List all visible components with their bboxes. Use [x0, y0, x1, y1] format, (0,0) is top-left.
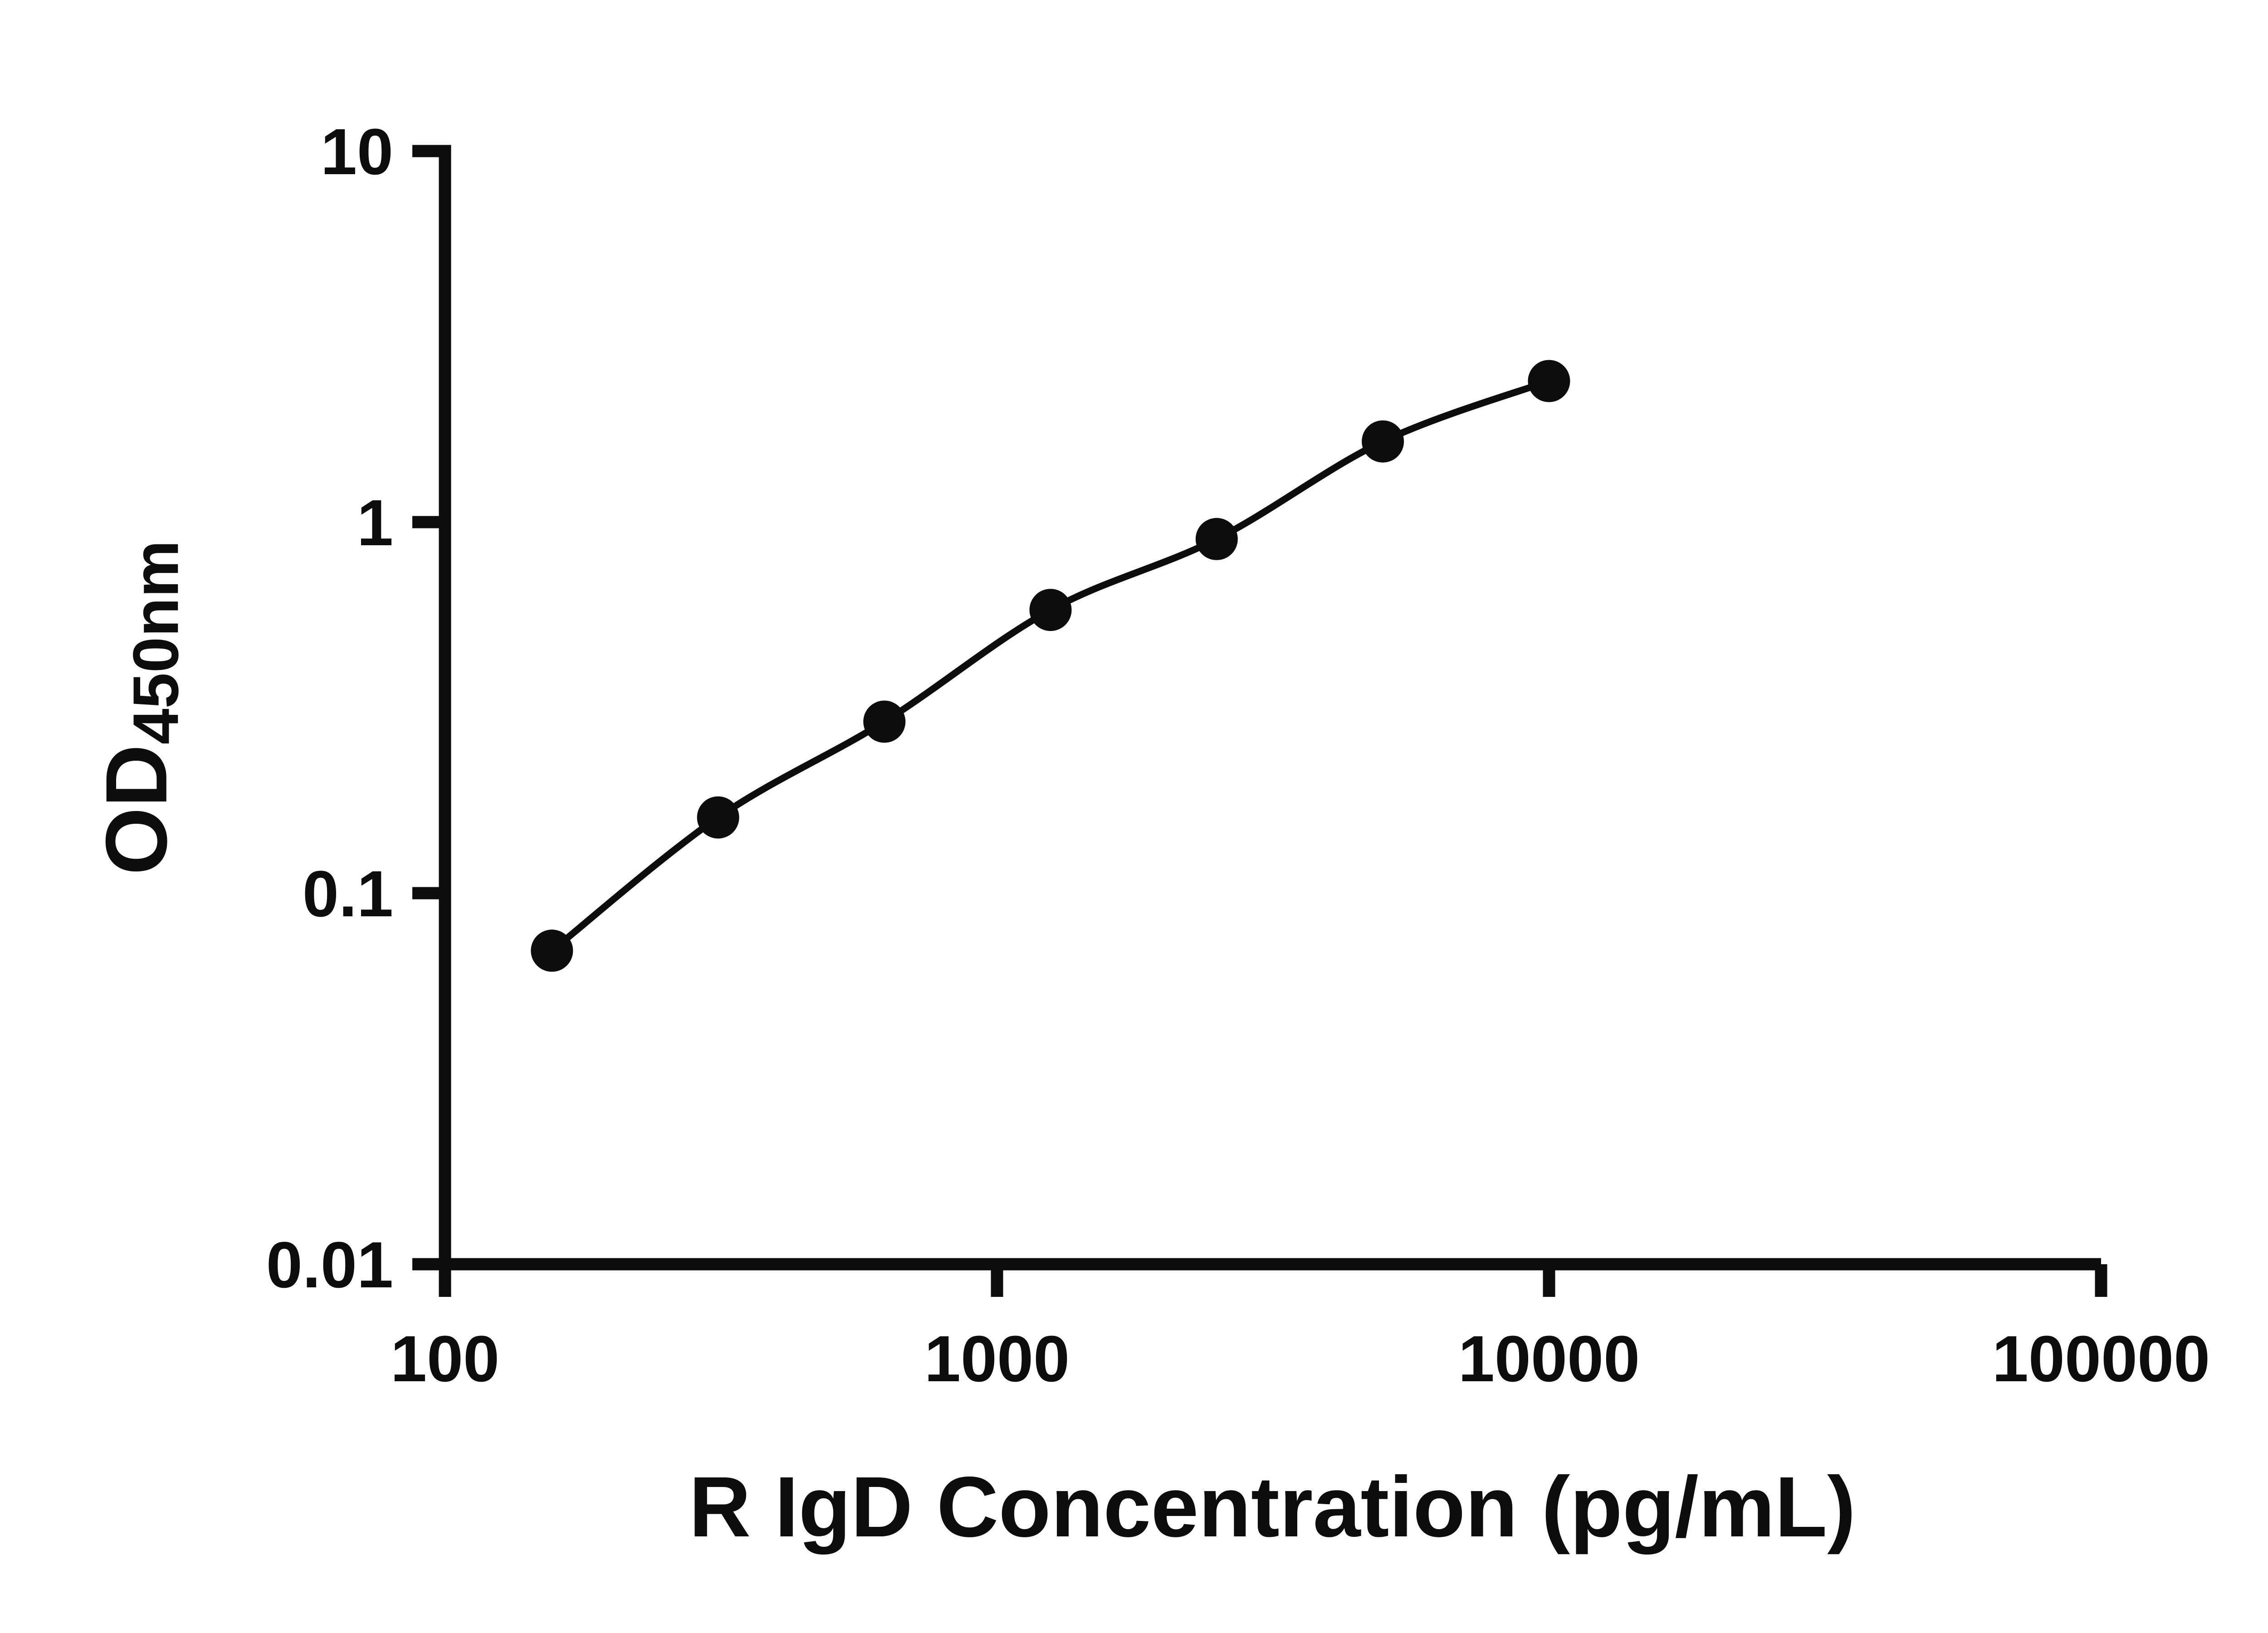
y-tick-label: 0.1: [303, 857, 393, 930]
y-tick-label: 10: [321, 115, 393, 188]
data-point: [1528, 360, 1570, 402]
data-point: [1362, 420, 1404, 463]
x-tick-label: 100: [391, 1322, 499, 1395]
axis-frame: [439, 145, 2101, 1271]
data-point: [1195, 518, 1238, 560]
data-point: [697, 796, 739, 839]
x-axis-title-text: R IgD Concentration (pg/mL): [689, 1460, 1856, 1555]
data-point: [863, 700, 906, 743]
y-tick-label: 1: [357, 486, 393, 559]
x-tick-label: 1000: [924, 1322, 1070, 1395]
curve-line: [550, 377, 1550, 953]
y-tick-label: 0.01: [266, 1228, 393, 1301]
y-axis-title: OD450nm: [86, 540, 195, 875]
data-point: [1029, 589, 1072, 631]
y-axis-title-main: OD: [87, 744, 186, 875]
data-point: [531, 929, 573, 972]
x-tick-label: 10000: [1458, 1322, 1640, 1395]
y-axis-title-subscript: 450nm: [121, 540, 193, 745]
x-axis-title: R IgD Concentration (pg/mL): [689, 1459, 1856, 1557]
x-tick-label: 100000: [1992, 1322, 2210, 1395]
